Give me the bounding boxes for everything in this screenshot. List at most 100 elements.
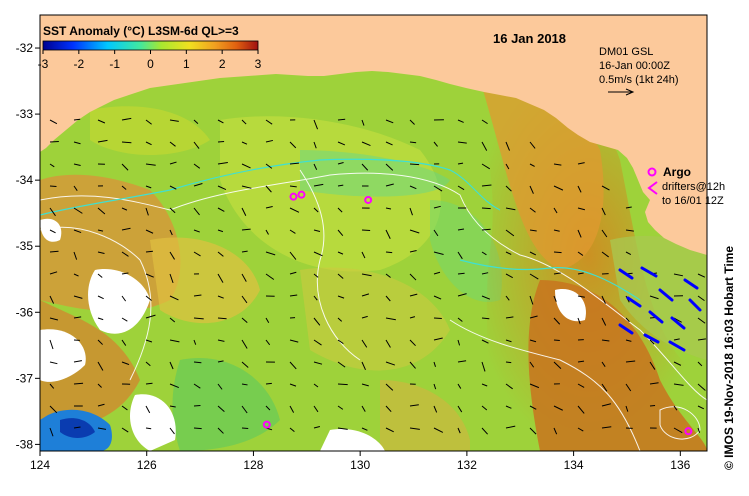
current-vector <box>97 383 102 388</box>
colorbar-tick-label: 1 <box>183 57 190 71</box>
current-vector <box>49 163 55 168</box>
current-vector <box>361 315 368 319</box>
current-vector <box>505 383 513 390</box>
current-vector <box>481 405 488 411</box>
current-vector <box>145 229 154 234</box>
map-plot-area <box>40 15 707 451</box>
current-vector <box>169 207 176 214</box>
current-vector <box>97 207 106 215</box>
current-vector <box>265 251 276 256</box>
current-vector <box>49 229 56 234</box>
current-vector <box>601 207 606 216</box>
current-vector <box>409 361 416 369</box>
x-tick-label: 126 <box>137 458 157 472</box>
current-vector <box>241 207 247 216</box>
current-vector <box>337 295 345 299</box>
bathymetry-contours <box>40 169 707 451</box>
current-vector <box>481 119 488 125</box>
y-tick-label: -38 <box>16 437 34 451</box>
current-vector <box>625 229 634 232</box>
current-vector <box>529 361 535 368</box>
current-vector <box>145 339 153 343</box>
imos-credit: © IMOS 19-Nov-2018 16:03 Hobart Time <box>722 245 736 470</box>
current-vector <box>385 183 394 187</box>
current-vector <box>433 361 436 367</box>
current-vector <box>505 273 513 279</box>
current-vector <box>553 229 560 232</box>
current-vector <box>169 251 175 260</box>
current-vector <box>361 251 366 259</box>
current-vector <box>385 273 391 278</box>
current-vector <box>289 339 299 343</box>
current-vector <box>241 405 248 414</box>
current-vector <box>481 141 488 151</box>
current-vector <box>505 185 512 192</box>
current-vector <box>169 361 174 370</box>
current-vector <box>169 295 179 301</box>
drifter-legend-line-2: to 16/01 12Z <box>662 195 724 207</box>
current-vector <box>49 250 59 253</box>
current-vector <box>121 117 132 121</box>
current-vector <box>337 361 346 368</box>
current-vector <box>97 427 107 430</box>
argo-float <box>364 195 373 204</box>
current-vector <box>217 405 225 413</box>
current-vector <box>217 251 224 257</box>
current-vector <box>145 185 152 189</box>
no-data-areas <box>40 218 586 451</box>
current-vector <box>697 427 701 433</box>
argo-float <box>684 427 693 436</box>
current-vector <box>49 383 55 389</box>
current-vector <box>457 141 467 144</box>
current-vector <box>577 295 585 298</box>
colorbar-gradient <box>42 40 259 51</box>
colorbar-ticks: -3 -2 -1 0 1 2 3 <box>38 50 262 71</box>
current-vector <box>265 382 272 385</box>
current-vector <box>193 317 204 320</box>
current-vector <box>457 427 461 434</box>
current-vector <box>217 339 225 342</box>
current-vector <box>145 163 156 166</box>
current-vector <box>577 251 584 256</box>
current-vector <box>457 339 461 346</box>
current-vector <box>145 250 153 253</box>
current-vector <box>337 118 346 121</box>
current-vector <box>649 404 656 407</box>
current-vector <box>505 295 510 301</box>
current-vector <box>97 403 105 407</box>
current-vector <box>553 163 562 166</box>
current-vector <box>145 427 152 430</box>
current-vector <box>505 207 516 211</box>
current-vector <box>289 162 299 165</box>
y-tick-label: -34 <box>16 173 34 187</box>
current-vector <box>217 119 224 124</box>
current-vector <box>169 185 177 190</box>
current-vector <box>49 317 59 321</box>
current-vector <box>505 361 512 364</box>
current-vector <box>121 272 129 275</box>
current-vector <box>409 119 415 125</box>
current-vector <box>529 383 540 389</box>
current-vector <box>313 183 324 187</box>
current-vector <box>289 294 298 297</box>
colorbar-tick-label: 3 <box>255 57 262 71</box>
current-vector <box>385 427 394 433</box>
land-australia <box>40 15 707 255</box>
colorbar-tick-label: -2 <box>73 57 84 71</box>
current-vector <box>553 317 561 325</box>
current-vector <box>313 295 318 301</box>
current-vector <box>121 141 132 144</box>
current-vector <box>529 339 537 343</box>
current-vector <box>313 141 317 149</box>
current-vector <box>433 427 444 433</box>
current-vector <box>193 207 200 216</box>
current-vector <box>73 382 84 385</box>
current-vector <box>337 383 348 386</box>
current-vector <box>337 273 344 279</box>
argo-float-markers <box>262 190 693 436</box>
current-vector <box>457 119 464 123</box>
current-vector <box>505 163 510 170</box>
scale-arrow-head <box>625 88 635 96</box>
colorbar: SST Anomaly (°C) L3SM-6d QL>=3 -3 -2 -1 0 1 2… <box>38 24 262 71</box>
current-vector <box>553 251 562 254</box>
